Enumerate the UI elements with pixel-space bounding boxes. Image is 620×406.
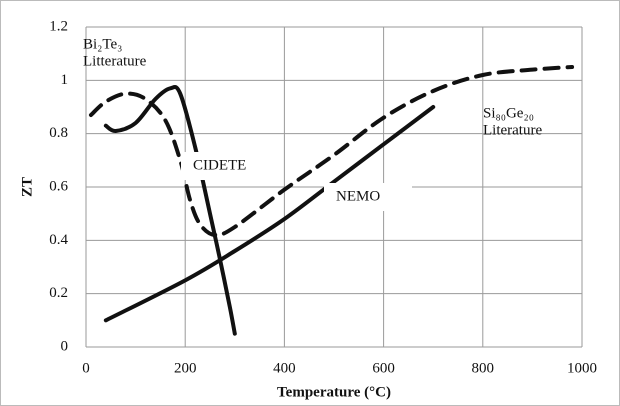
y-axis-label: ZT [19, 177, 35, 197]
annotation-box [324, 183, 412, 211]
annotation-box [181, 152, 269, 180]
y-tick-label: 0.6 [49, 178, 68, 194]
x-axis-label: Temperature (°C) [277, 384, 391, 400]
annotation-text: Litterature [83, 53, 147, 69]
annotation-text: CIDETE [193, 157, 246, 173]
annotation-text: NEMO [336, 188, 380, 204]
annotation-text: Si₈₀Ge₂₀ [483, 105, 534, 121]
y-tick-label: 1.2 [49, 18, 68, 34]
annotation-text: Literature [483, 122, 542, 138]
x-tick-label: 400 [273, 360, 296, 376]
x-tick-label: 0 [82, 360, 90, 376]
series-line [103, 85, 237, 336]
y-tick-label: 0.4 [49, 232, 68, 248]
series-line [103, 105, 436, 323]
y-tick-label: 0 [61, 338, 69, 354]
y-tick-label: 0.8 [49, 125, 68, 141]
x-tick-label: 1000 [567, 360, 597, 376]
x-tick-label: 200 [174, 360, 197, 376]
y-tick-label: 0.2 [49, 285, 68, 301]
y-tick-label: 1 [61, 72, 69, 88]
annotation-text: Bi₂Te₃ [83, 36, 122, 52]
x-tick-label: 600 [372, 360, 395, 376]
x-tick-label: 800 [472, 360, 495, 376]
